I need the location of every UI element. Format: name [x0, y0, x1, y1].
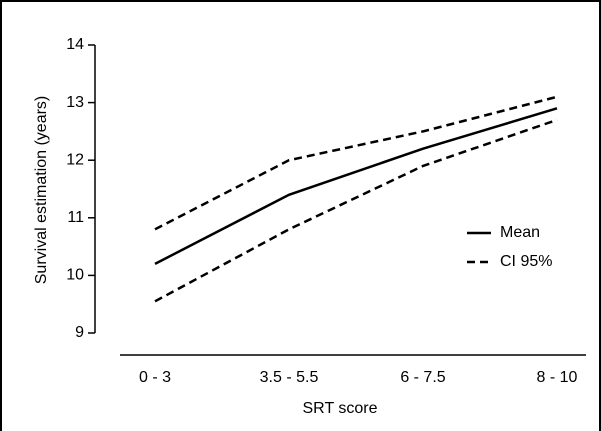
y-tick-label: 9	[75, 324, 84, 341]
legend-label: CI 95%	[500, 253, 552, 270]
y-tick-label: 13	[66, 94, 84, 111]
x-tick-label: 0 - 3	[139, 369, 171, 386]
y-tick-label: 14	[66, 36, 84, 53]
x-tick-label: 3.5 - 5.5	[260, 369, 319, 386]
y-axis-title: Survival estimation (years)	[33, 96, 50, 285]
x-tick-label: 8 - 10	[537, 369, 578, 386]
y-tick-label: 12	[66, 151, 84, 168]
y-tick-label: 11	[67, 209, 84, 226]
x-tick-label: 6 - 7.5	[400, 369, 445, 386]
line	[154, 118, 558, 303]
x-axis-title: SRT score	[303, 400, 378, 417]
legend-label: Mean	[500, 224, 540, 241]
y-tick-label: 10	[66, 267, 84, 284]
line	[154, 107, 558, 265]
line	[154, 95, 558, 231]
